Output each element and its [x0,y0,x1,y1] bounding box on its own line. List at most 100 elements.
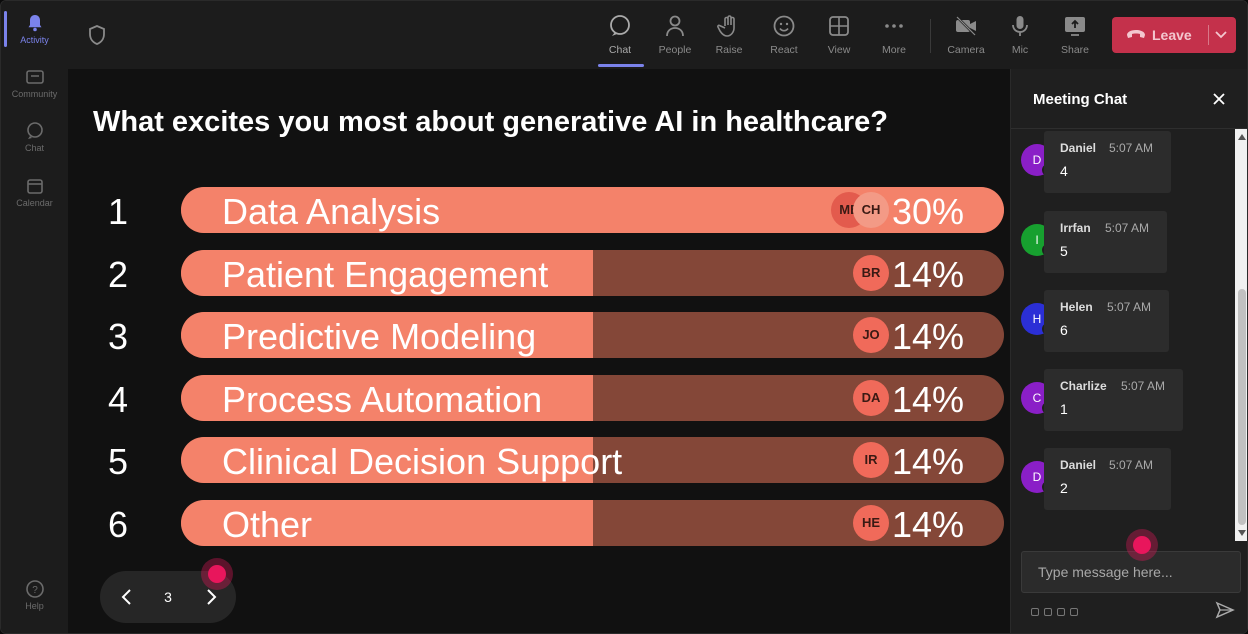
message-sender: Daniel [1060,141,1097,155]
option-label: Other [222,504,313,545]
chat-message[interactable]: Daniel 5:07 AM 4 [1044,131,1171,193]
option-number: 1 [108,191,129,232]
chat-message[interactable]: Daniel 5:07 AM 2 [1044,448,1171,510]
message-text: 2 [1060,480,1068,496]
rail-item-chat[interactable]: Chat [1,121,68,153]
chevron-left-icon[interactable] [120,588,134,606]
chat-message-input[interactable] [1021,551,1241,593]
community-icon [25,70,44,84]
option-number: 3 [108,316,129,357]
option-bar: Process Automation DA 14% [181,375,1004,421]
scroll-up-arrow[interactable] [1238,134,1246,140]
emoji-icon[interactable] [1057,608,1065,616]
poll-option-row: 1 Data Analysis ME CH 30% [68,187,1010,235]
close-icon[interactable] [1211,91,1227,107]
mic-button-label: Mic [1011,44,1029,56]
view-button-label: View [827,44,851,56]
share-screen-icon [1065,17,1085,36]
option-bar-fill [181,500,593,546]
hang-up-icon [1127,30,1145,38]
option-number: 4 [108,379,129,420]
page-number: 3 [164,589,172,605]
chat-button[interactable]: Chat [594,11,646,61]
message-text: 6 [1060,322,1068,338]
chevron-down-icon[interactable] [1213,28,1229,42]
attach-icon[interactable] [1044,608,1052,616]
active-tab-indicator [598,64,644,67]
leave-button[interactable]: Leave [1112,17,1236,53]
people-icon [666,15,684,37]
chat-message[interactable]: Irrfan 5:07 AM 5 [1044,211,1167,273]
camera-off-icon [956,16,976,36]
leave-button-label: Leave [1152,27,1192,43]
message-sender: Charlize [1060,379,1107,393]
more-dots-icon [885,24,903,28]
option-label: Patient Engagement [222,254,549,295]
view-button[interactable]: View [813,11,865,61]
share-button-label: Share [1060,44,1090,56]
message-text: 5 [1060,243,1068,259]
chat-message[interactable]: Charlize 5:07 AM 1 [1044,369,1183,431]
camera-button[interactable]: Camera [940,11,992,61]
option-bar: Patient Engagement BR 14% [181,250,1004,296]
poll-option-row: 2 Patient Engagement BR 14% [68,250,1010,298]
send-icon[interactable] [1215,601,1235,619]
more-button-label: More [882,44,906,56]
gif-icon[interactable] [1070,608,1078,616]
voter-avatar: CH [853,192,889,228]
svg-text:?: ? [32,585,38,596]
raise-hand-button[interactable]: Raise [703,11,755,61]
smiley-icon [773,15,795,37]
option-number: 2 [108,254,129,295]
poll-option-row: 3 Predictive Modeling JO 14% [68,312,1010,360]
rail-label: Activity [20,35,49,45]
rail-item-help[interactable]: ? Help [1,579,68,611]
shield-icon[interactable] [88,25,106,45]
option-bar-fill [181,250,593,296]
chat-message[interactable]: Helen 5:07 AM 6 [1044,290,1169,352]
people-button[interactable]: People [649,11,701,61]
scrollbar-thumb[interactable] [1238,289,1246,525]
rail-label: Help [25,601,44,611]
rail-label: Community [11,89,58,99]
chevron-right-icon[interactable] [204,588,218,606]
voter-avatar: IR [853,442,889,478]
poll-question: What excites you most about generative A… [93,106,889,138]
rail-label: Chat [24,143,44,153]
option-label: Data Analysis [222,191,441,232]
react-button-label: React [770,44,798,56]
option-percent: 14% [891,316,964,357]
meeting-toolbar: Chat People Raise React View More Camera [68,1,1247,69]
option-bar: Data Analysis ME CH 30% [181,187,1004,233]
more-button[interactable]: More [868,11,920,61]
raise-button-label: Raise [715,44,743,56]
rail-item-activity[interactable]: Activity [1,13,68,45]
rail-item-calendar[interactable]: Calendar [1,176,68,208]
rail-label: Calendar [16,198,53,208]
chat-icon [26,122,43,139]
react-button[interactable]: React [758,11,810,61]
format-icon[interactable] [1031,608,1039,616]
share-button[interactable]: Share [1049,11,1101,61]
message-timestamp: 5:07 AM [1107,300,1152,314]
help-icon: ? [25,580,44,598]
chat-button-label: Chat [608,44,632,56]
hand-icon [717,15,735,37]
message-timestamp: 5:07 AM [1105,221,1150,235]
message-timestamp: 5:07 AM [1121,379,1166,393]
option-bar-fill [181,437,593,483]
camera-button-label: Camera [947,44,985,56]
mic-button[interactable]: Mic [994,11,1046,61]
option-bar-fill [181,312,593,358]
meeting-chat-panel: Meeting Chat D Daniel 5:07 AM 4 I Irrfan 5:07 … [1010,69,1247,633]
chat-compose-tools [1031,603,1083,621]
chat-scrollbar[interactable] [1235,129,1247,541]
scroll-down-arrow[interactable] [1238,530,1246,536]
rail-item-community[interactable]: Community [1,67,68,99]
voter-avatar: DA [853,380,889,416]
voter-avatar: BR [853,255,889,291]
left-rail: Activity Community Chat Calendar ? Help [1,1,68,633]
option-percent: 14% [891,379,964,420]
calendar-icon [26,179,43,194]
poll-stage: What excites you most about generative A… [68,69,1010,633]
